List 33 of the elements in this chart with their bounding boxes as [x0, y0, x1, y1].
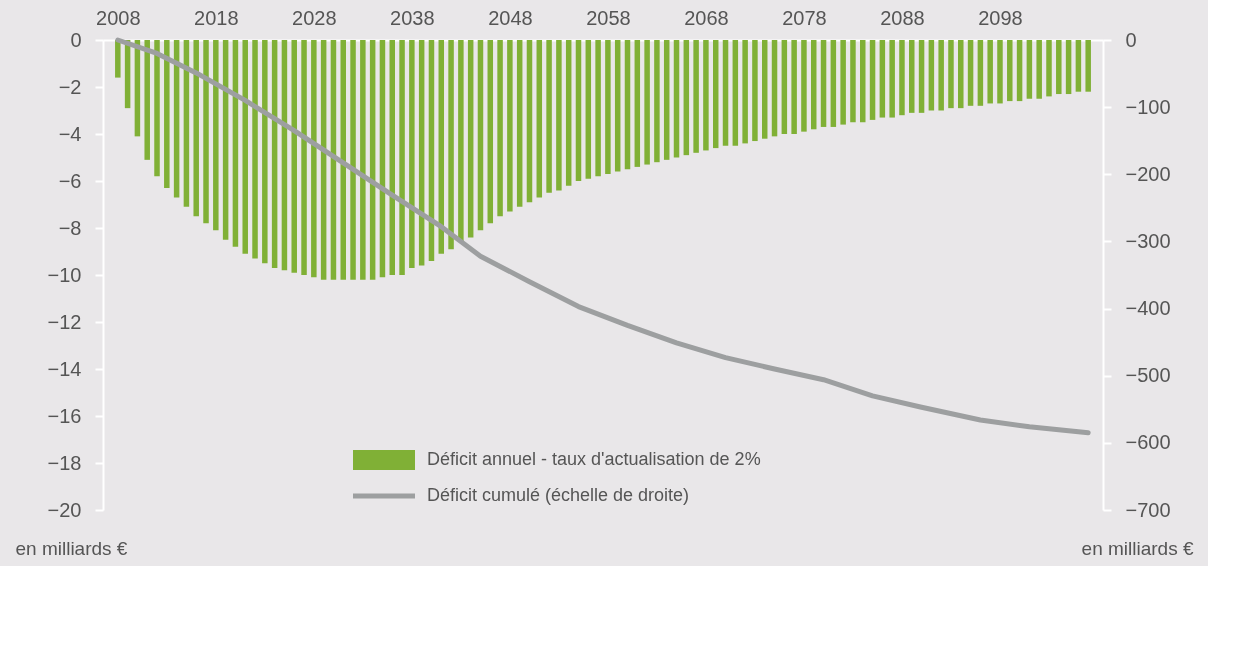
y2-tick-label: −700 [1125, 498, 1171, 521]
y-tick-label: −4 [58, 122, 82, 145]
y2-tick-label: −600 [1125, 431, 1171, 454]
x-tick-label: 2078 [782, 6, 827, 29]
x-tick-label: 2008 [96, 6, 141, 29]
y2-tick-label: −400 [1125, 297, 1171, 320]
y2-tick-label: 0 [1125, 28, 1137, 51]
x-tick-label: 2048 [488, 6, 533, 29]
y-tick-label: −16 [47, 404, 82, 427]
x-tick-label: 2038 [390, 6, 435, 29]
x-tick-label: 2088 [880, 6, 925, 29]
y2-tick-label: −100 [1125, 95, 1171, 118]
y2-tick-label: −500 [1125, 364, 1171, 387]
y-tick-label: 0 [70, 28, 82, 51]
legend-label: Déficit annuel - taux d'actualisation de 2% [427, 449, 761, 469]
x-tick-label: 2028 [292, 6, 337, 29]
y-tick-label: −18 [47, 451, 82, 474]
y-tick-label: −6 [58, 169, 82, 192]
y-tick-label: −2 [58, 75, 82, 98]
y-tick-label: −20 [47, 498, 82, 521]
x-tick-label: 2058 [586, 6, 631, 29]
y-tick-label: −14 [47, 357, 82, 380]
x-tick-label: 2018 [194, 6, 239, 29]
y-tick-label: −10 [47, 263, 82, 286]
y-tick-label: −12 [47, 310, 82, 333]
x-tick-label: 2098 [978, 6, 1023, 29]
y2-axis-title: en milliards € [1081, 537, 1194, 559]
y2-tick-label: −300 [1125, 229, 1171, 252]
y-axis-title: en milliards € [15, 537, 128, 559]
x-tick-label: 2068 [684, 6, 729, 29]
y2-tick-label: −200 [1125, 162, 1171, 185]
legend-label: Déficit cumulé (échelle de droite) [427, 485, 690, 505]
y-tick-label: −8 [58, 216, 82, 239]
